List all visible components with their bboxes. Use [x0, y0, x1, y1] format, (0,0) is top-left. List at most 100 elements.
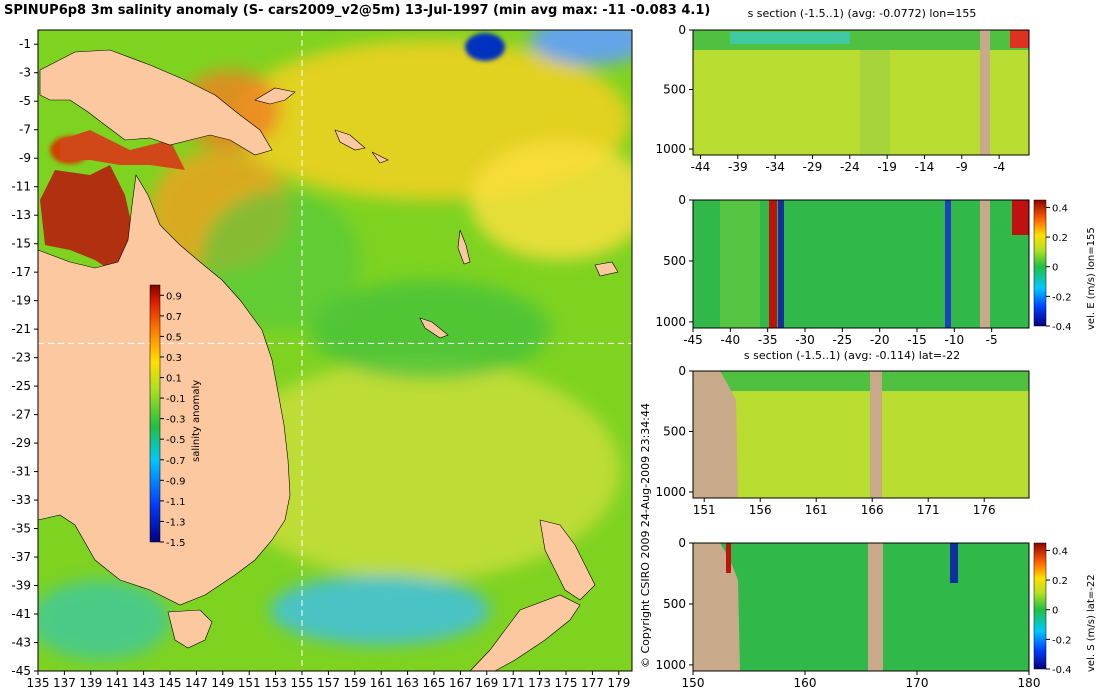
map-y-tick-label: -7	[19, 123, 31, 137]
map-colorbar-tick-label: 0.7	[166, 312, 182, 323]
panel-salinity-lat-22: s section (-1.5..1) (avg: -0.114) lat=-2…	[655, 349, 1030, 517]
panel2-red-corner	[1012, 200, 1029, 235]
map-y-tick-label: -19	[11, 294, 31, 308]
panel1-title: s section (-1.5..1) (avg: -0.0772) lon=1…	[748, 7, 977, 20]
panel2-x-tick-label: -5	[986, 333, 998, 347]
panel4-y-tick-label: 0	[678, 536, 686, 550]
map-x-tick-label: 179	[607, 676, 630, 690]
cape-york-coastal-band	[40, 165, 135, 270]
map-x-tick-label: 153	[264, 676, 287, 690]
panel2-x-tick-label: -45	[683, 333, 703, 347]
panel2-blue-streak	[778, 200, 784, 328]
main-title: SPINUP6p8 3m salinity anomaly (S- cars20…	[4, 3, 711, 18]
map-x-tick-label: 177	[581, 676, 604, 690]
panel4-colorbar-tick-label: 0.2	[1052, 576, 1068, 587]
panel4-land-shelf	[693, 543, 740, 671]
map-y-tick-label: -31	[11, 465, 31, 479]
map-colorbar-label: salinity anomaly	[191, 380, 202, 462]
blue-anomaly-northeast	[530, 30, 632, 65]
panel2-land-column	[980, 200, 990, 328]
panel1-frame	[692, 29, 1030, 156]
land-fiji	[594, 261, 619, 277]
panel4-colorbar-tick-label: 0	[1052, 606, 1058, 617]
land-new-zealand-north	[539, 519, 596, 601]
map-y-tick-label: -33	[11, 493, 31, 507]
panel3-y-tick-label: 0	[678, 364, 686, 378]
map-x-tick-label: 175	[555, 676, 578, 690]
map-x-tick-label: 141	[106, 676, 129, 690]
map-x-tick-label: 159	[343, 676, 366, 690]
map-colorbar-tick-label: -0.3	[166, 415, 186, 426]
panel2-x-tick-label: -20	[870, 333, 890, 347]
map-y-tick-label: -3	[19, 66, 31, 80]
map-y-tick-label: -37	[11, 550, 31, 564]
map-y-tick-label: -43	[11, 636, 31, 650]
panel1-x-tick-label: -39	[728, 160, 748, 174]
map-y-tick-label: -23	[11, 351, 31, 365]
map-y-tick-label: -5	[19, 94, 31, 108]
panel4-x-tick-label: 180	[1018, 676, 1041, 690]
panel2-colorbar-tick-label: 0.4	[1052, 203, 1068, 214]
panel3-x-tick-label: 156	[749, 503, 772, 517]
map-x-tick-label: 151	[238, 676, 261, 690]
cyan-anomaly-southwest	[38, 580, 170, 660]
land-new-britain	[254, 87, 296, 105]
map-colorbar-tick-label: 0.1	[166, 374, 182, 385]
panel4-colorbar-tick-label: -0.4	[1052, 665, 1072, 676]
land-vanuatu	[457, 229, 471, 265]
panel3-y-tick-label: 1000	[655, 485, 686, 499]
panel2-colorbar-ticks: 0.4 0.2 0 -0.2 -0.4	[1046, 203, 1072, 333]
fresh-anomaly-north	[465, 33, 505, 61]
map-y-tick-label: -13	[11, 208, 31, 222]
map-frame	[37, 29, 633, 672]
land-australia	[37, 174, 291, 606]
panel2-y-tick-label: 0	[678, 193, 686, 207]
panel2-y-tick-label: 500	[663, 254, 686, 268]
png-gulf-band	[60, 130, 185, 170]
map-colorbar-tick-label: -1.1	[166, 497, 186, 508]
panel4-colorbar-tick-label: 0.4	[1052, 546, 1068, 557]
panel1-x-tick-label: -14	[915, 160, 935, 174]
yellow-anomaly-tasman	[220, 360, 620, 580]
map-colorbar-ticks: 0.9 0.7 0.5 0.3 0.1 -0.1 -0.3 -0.5 -0.7 -0.9 -1.1 -…	[160, 291, 186, 549]
panel1-surface-red	[1010, 30, 1029, 48]
panel4-colorbar-ticks: 0.4 0.2 0 -0.2 -0.4	[1046, 546, 1072, 676]
panel4-colorbar-label: vel. S (m/s) lat=-22	[1086, 574, 1097, 672]
map-y-tick-label: -21	[11, 322, 31, 336]
panel3-title: s section (-1.5..1) (avg: -0.114) lat=-2…	[744, 349, 960, 362]
map-x-tick-label: 157	[317, 676, 340, 690]
panel2-yellow-streak	[720, 200, 760, 328]
panel2-x-tick-label: -35	[758, 333, 778, 347]
panel3-frame	[692, 370, 1030, 499]
panel4-colorbar-gradient	[1033, 542, 1047, 670]
map-colorbar-tick-label: -1.5	[166, 538, 186, 549]
panel1-x-tick-label: -29	[803, 160, 823, 174]
panel1-land-column	[980, 30, 990, 155]
map-colorbar-tick-label: 0.3	[166, 353, 182, 364]
panel2-axes: -45 -40 -35 -30 -25 -20 -15 -10 -5 0 500 1000	[655, 193, 997, 347]
map-x-tick-label: 171	[502, 676, 525, 690]
panel2-frame	[692, 199, 1030, 329]
map-x-tick-label: 139	[79, 676, 102, 690]
panel3-surface-band	[693, 371, 1029, 391]
map-y-tick-label: -35	[11, 522, 31, 536]
panel4-y-tick-label: 1000	[655, 658, 686, 672]
panel4-frame	[692, 542, 1030, 672]
panel2-x-tick-label: -10	[945, 333, 965, 347]
panel2-x-tick-label: -15	[907, 333, 927, 347]
panel1-y-tick-label: 0	[678, 23, 686, 37]
map-colorbar-tick-label: -0.5	[166, 435, 186, 446]
panel2-x-tick-label: -30	[795, 333, 815, 347]
panel2-colorbar-label: vel. E (m/s) lon=155	[1086, 227, 1097, 330]
panel1-x-tick-label: -34	[765, 160, 785, 174]
panel3-x-tick-label: 166	[861, 503, 884, 517]
map-x-tick-label: 135	[27, 676, 50, 690]
panel1-x-tick-label: -24	[840, 160, 860, 174]
panel3-x-tick-label: 161	[805, 503, 828, 517]
panel2-blue-streak-2	[945, 200, 951, 328]
map-y-tick-label: -41	[11, 607, 31, 621]
land-tasmania	[167, 609, 213, 649]
map-colorbar-tick-label: 0.9	[166, 291, 182, 302]
panel3-field-base	[693, 371, 1029, 498]
map-colorbar: 0.9 0.7 0.5 0.3 0.1 -0.1 -0.3 -0.5 -0.7 -0.9 -1.1 -…	[149, 284, 202, 549]
